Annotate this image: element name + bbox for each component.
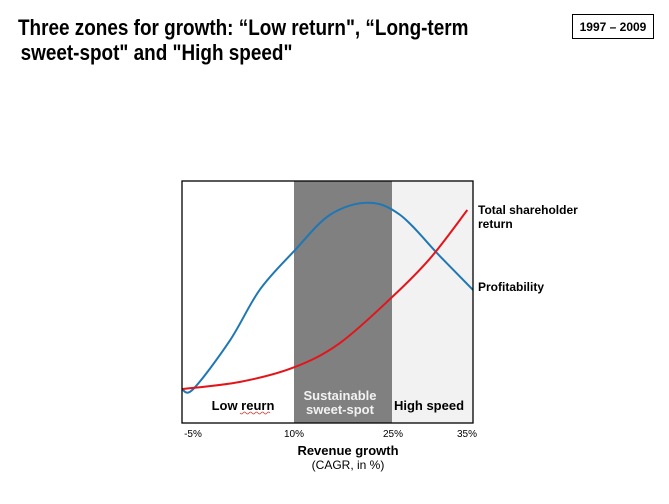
zone-label-sweet-spot-1: Sustainable bbox=[304, 388, 377, 403]
zone-label-high-speed: High speed bbox=[394, 398, 464, 413]
title-line-2: sweet-spot" and "High speed" bbox=[20, 40, 293, 65]
series-label-tsr-1: Total shareholder bbox=[478, 203, 578, 217]
x-axis-subtitle: (CAGR, in %) bbox=[312, 458, 385, 472]
x-tick-label: 10% bbox=[284, 429, 304, 440]
x-tick-label: 35% bbox=[457, 429, 477, 440]
series-label-profitability: Profitability bbox=[478, 280, 544, 294]
x-axis-title: Revenue growth bbox=[297, 443, 398, 458]
spellcheck-underline bbox=[239, 411, 271, 415]
x-tick-label: -5% bbox=[184, 429, 202, 440]
zone-band-1 bbox=[294, 181, 392, 423]
tsr-line bbox=[181, 209, 469, 391]
zone-label-sweet-spot-2: sweet-spot bbox=[306, 402, 375, 417]
zone-label-low-return: Low reurn bbox=[212, 398, 275, 413]
period-badge: 1997 – 2009 bbox=[572, 14, 654, 39]
x-tick-label: 25% bbox=[383, 429, 403, 440]
plot-frame bbox=[181, 180, 474, 424]
series-label-tsr-2: return bbox=[478, 217, 513, 231]
slide-title: Three zones for growth: “Low return", “L… bbox=[18, 15, 551, 65]
profitability-line bbox=[181, 201, 474, 394]
title-line-1: Three zones for growth: “Low return", “L… bbox=[18, 15, 469, 40]
